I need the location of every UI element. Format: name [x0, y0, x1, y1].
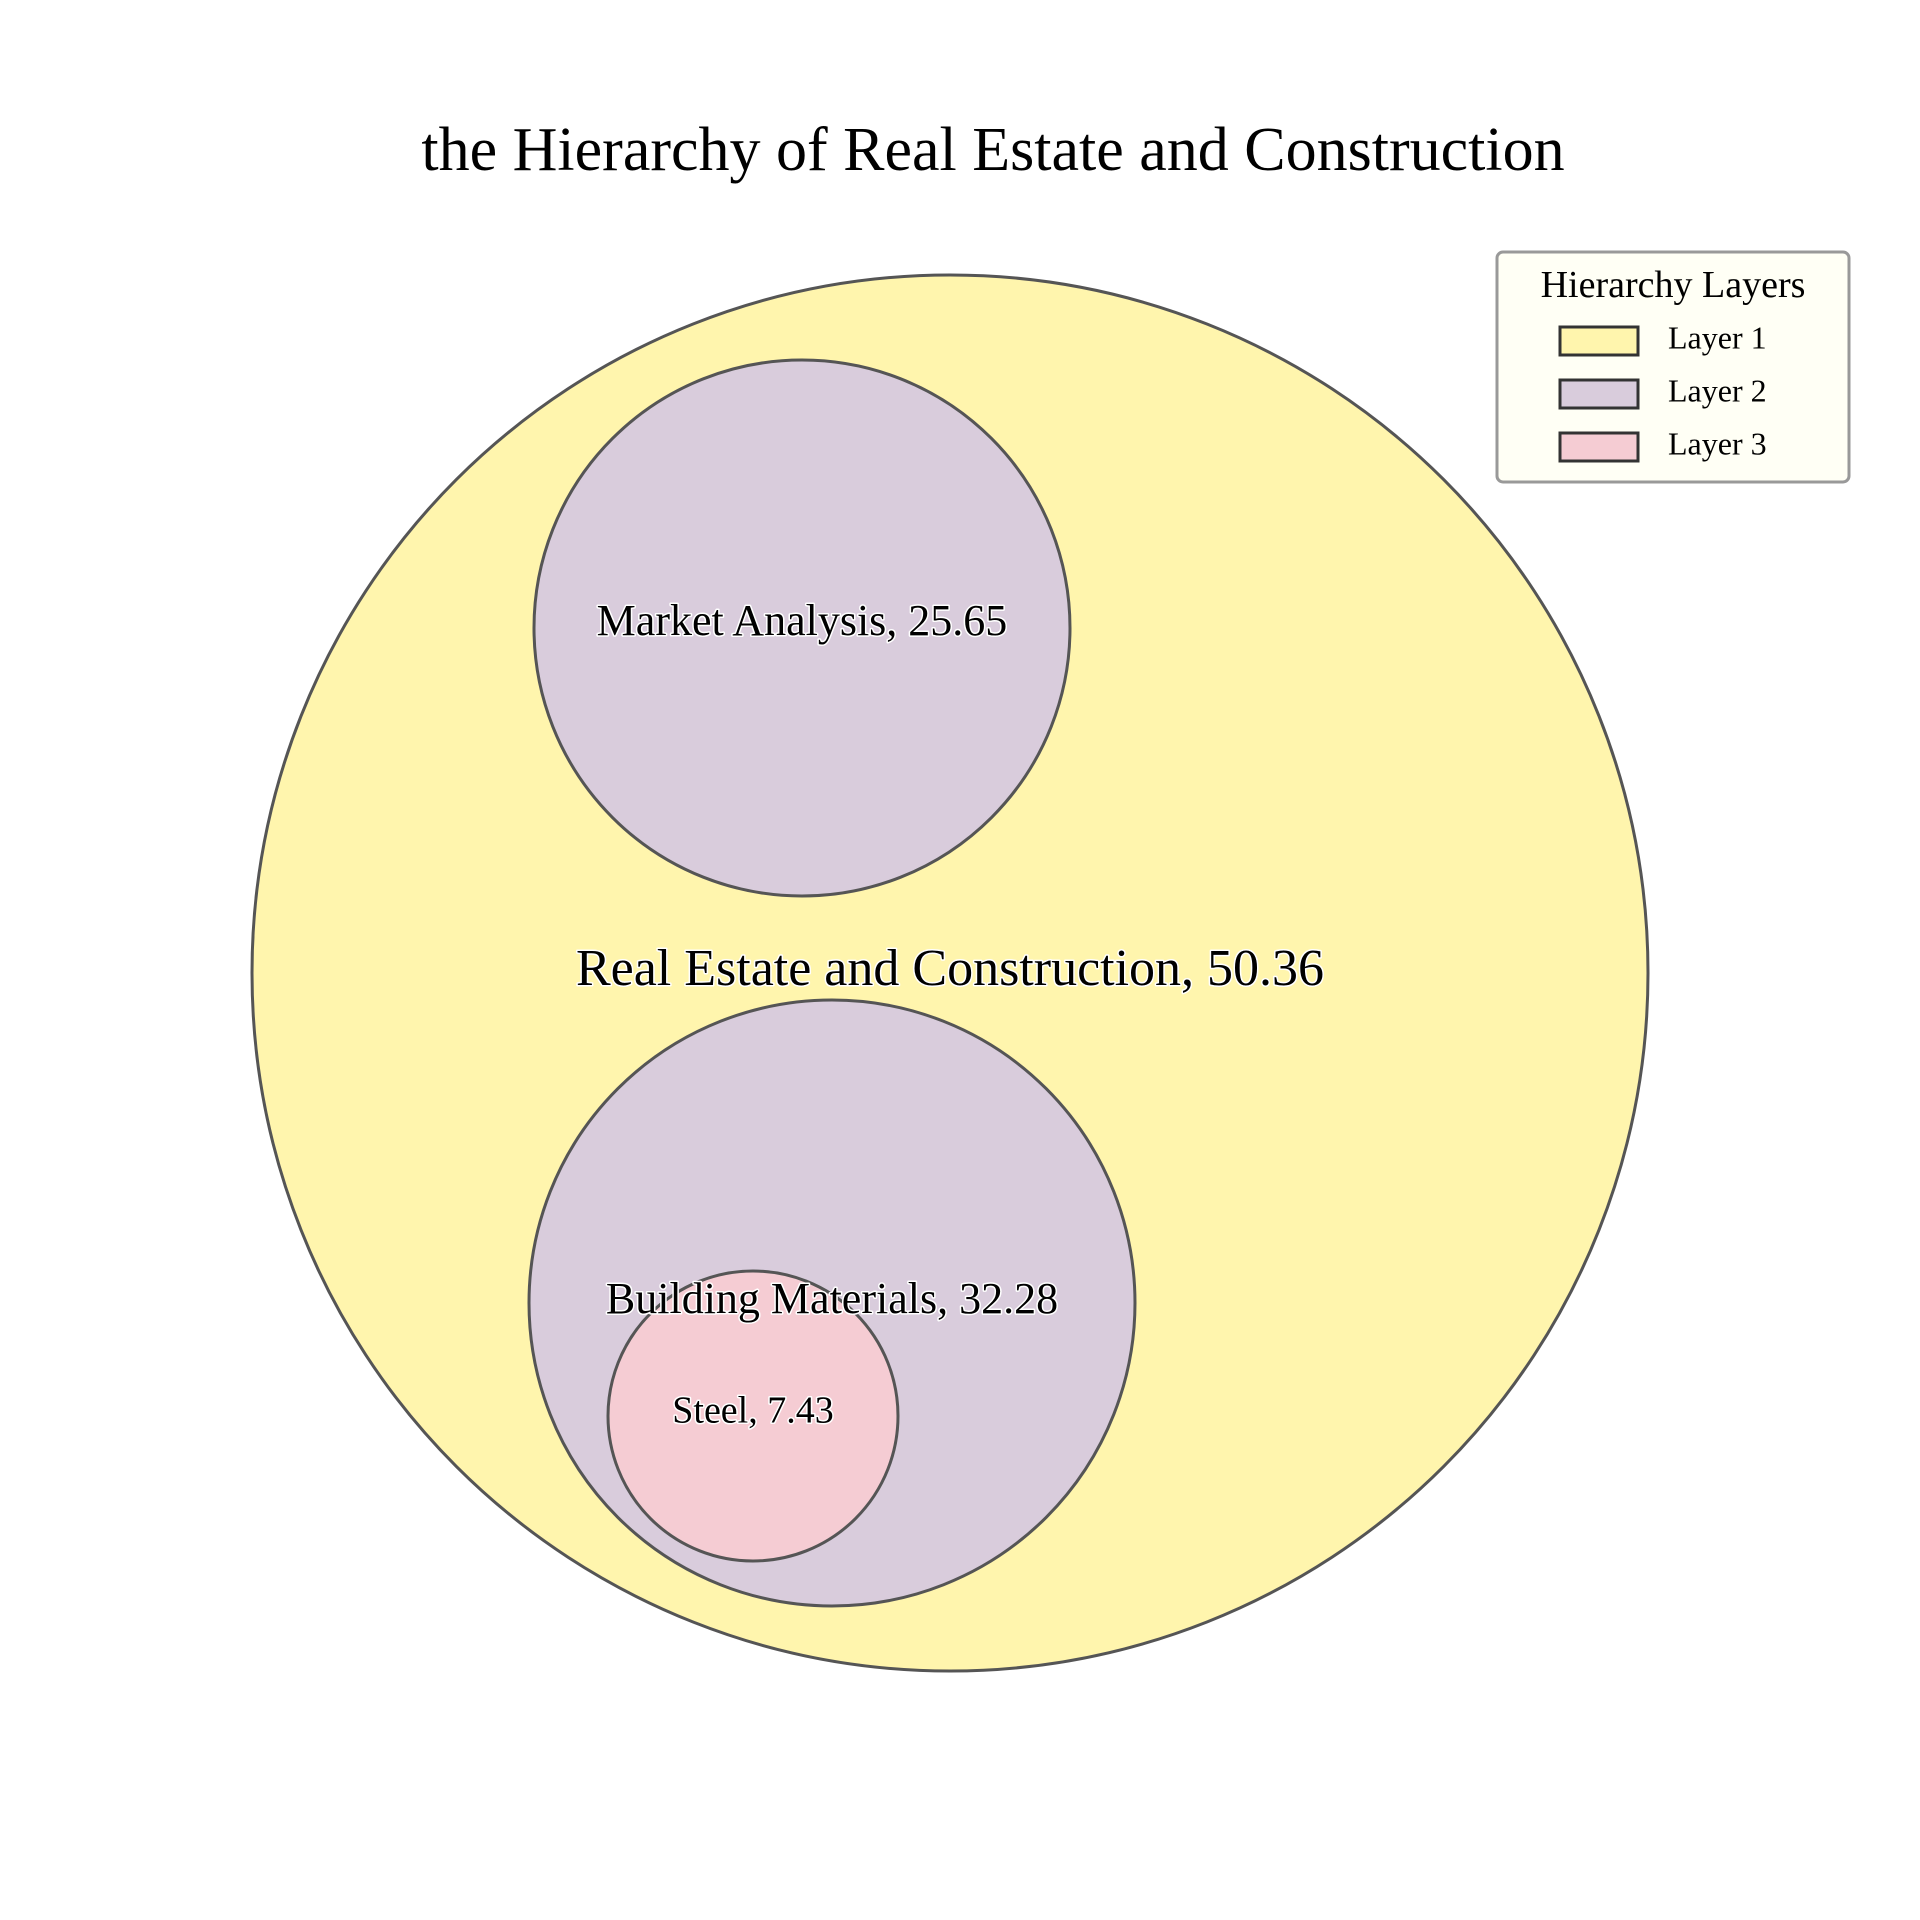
label-real-estate-and-construction: Real Estate and Construction, 50.36 [576, 940, 1324, 997]
label-building-materials: Building Materials, 32.28 [606, 1274, 1058, 1323]
legend-label-layer-3: Layer 3 [1668, 425, 1767, 461]
label-steel: Steel, 7.43 [672, 1390, 833, 1432]
legend-entries: Layer 1 Layer 2 Layer 3 [1558, 319, 1767, 463]
legend-swatch-layer-2 [1558, 378, 1640, 410]
legend-label-layer-2: Layer 2 [1668, 372, 1767, 408]
chart-title: the Hierarchy of Real Estate and Constru… [421, 116, 1564, 184]
legend-label-layer-1: Layer 1 [1668, 319, 1767, 355]
circles-layer [250, 273, 1650, 1673]
legend: Hierarchy Layers Layer 1 Layer 2 Layer 3 [1495, 250, 1851, 484]
labels-layer: Real Estate and Construction, 50.36 Marke… [574, 595, 1325, 1434]
legend-swatch-layer-1 [1558, 325, 1640, 357]
label-market-analysis: Market Analysis, 25.65 [597, 596, 1008, 645]
legend-box [1495, 250, 1851, 484]
legend-swatch-layer-3 [1558, 431, 1640, 463]
legend-title: Hierarchy Layers [1541, 264, 1806, 306]
circle-steel [606, 1269, 900, 1563]
circle-market-analysis [532, 358, 1072, 898]
